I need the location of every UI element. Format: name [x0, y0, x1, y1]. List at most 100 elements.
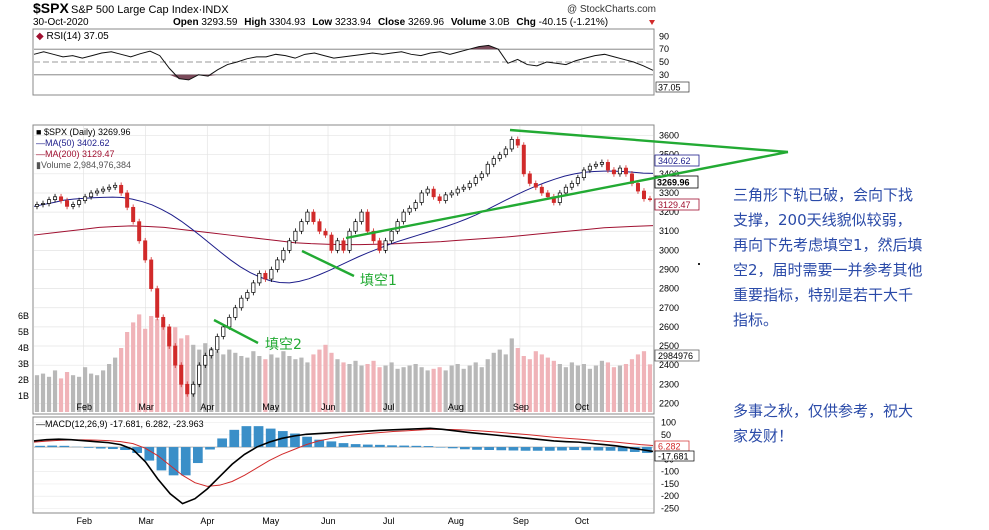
- ma200-price-tag: [654, 198, 700, 211]
- macd-histogram-bar: [338, 443, 349, 448]
- legend-spx: ■ $SPX (Daily) 3269.96: [36, 127, 131, 137]
- macd-histogram-bar: [108, 447, 118, 450]
- macd-month-label: Mar: [138, 516, 154, 526]
- volume-bar: [161, 324, 166, 412]
- volume-bar: [137, 314, 142, 412]
- candle-body: [443, 194, 448, 201]
- volume-bar: [641, 351, 647, 412]
- price-legend: ■ $SPX (Daily) 3269.96 —MA(50) 3402.62 —…: [36, 127, 131, 170]
- volume-bar: [593, 365, 599, 412]
- volume-bar: [437, 367, 442, 412]
- ma50-price-tag-label: 3402.62: [658, 156, 691, 166]
- volume-bar: [58, 378, 64, 412]
- volume-bar: [527, 359, 532, 412]
- triangle-lower-trendline: [345, 150, 789, 240]
- macd-tick-label: -250: [661, 504, 679, 514]
- candle-body: [77, 200, 82, 205]
- symbol: $SPX: [33, 0, 69, 16]
- candle-body: [215, 336, 220, 351]
- candle-body: [533, 183, 538, 188]
- candle-body: [437, 196, 442, 201]
- volume-bar: [377, 367, 382, 412]
- volume-bar: [94, 375, 100, 412]
- volume-bar: [101, 370, 106, 412]
- volume-bar: [40, 373, 46, 412]
- candle-body: [353, 221, 358, 232]
- small-dot: [698, 263, 700, 265]
- volume-bar: [587, 368, 593, 412]
- macd-histogram-bar: [569, 447, 579, 451]
- candle-body: [221, 326, 226, 337]
- candle-body: [83, 196, 88, 201]
- macd-histogram-bar: [496, 447, 507, 451]
- volume-bar: [209, 348, 214, 412]
- macd-histogram-bar: [532, 447, 543, 451]
- volume-bar: [323, 344, 328, 412]
- price-tick-label: 3100: [659, 226, 679, 236]
- volume-bar: [443, 370, 448, 412]
- macd-histogram-bar: [472, 447, 482, 450]
- macd-histogram-bar: [447, 447, 458, 449]
- volume-bar: [515, 348, 520, 412]
- macd-histogram-bar: [302, 436, 312, 448]
- macd-histogram-bar: [581, 447, 592, 451]
- candle-body: [617, 167, 622, 175]
- legend-ma50: —MA(50) 3402.62: [36, 138, 110, 148]
- volume-bar: [251, 351, 256, 412]
- rsi-value-tag-label: 37.05: [658, 83, 681, 93]
- candle-body: [269, 269, 274, 280]
- volume-bar: [365, 364, 370, 412]
- macd-histogram-bar: [290, 433, 300, 448]
- macd-histogram-bar: [205, 447, 215, 450]
- volume-bar: [335, 359, 340, 412]
- candle-body: [527, 173, 532, 184]
- rsi-tick-label: 90: [659, 31, 669, 41]
- candle-body: [281, 250, 286, 261]
- volume-bar: [539, 354, 544, 412]
- macd-histogram-bar: [350, 444, 361, 448]
- volume-bar: [119, 348, 124, 412]
- candle-body: [377, 240, 382, 251]
- volume-bar: [46, 376, 52, 412]
- rsi-oversold-fill: [34, 74, 653, 80]
- macd-histogram-bar: [168, 447, 179, 476]
- price-tick-label: 2500: [659, 341, 679, 351]
- candle-body: [509, 139, 514, 150]
- volume-bar: [239, 356, 244, 412]
- volume-bar: [575, 365, 580, 412]
- volume-bar: [203, 343, 208, 412]
- volume-bar: [617, 365, 623, 412]
- price-tick-label: 3400: [659, 169, 679, 179]
- macd-line: [33, 427, 654, 505]
- volume-bar: [533, 351, 538, 412]
- candle-body: [383, 240, 388, 251]
- volume-bar: [82, 367, 88, 412]
- volume-bar: [563, 367, 568, 412]
- candle-body: [311, 211, 316, 223]
- candle-body: [371, 230, 376, 242]
- candle-body: [251, 282, 256, 293]
- macd-histogram-bar: [253, 426, 264, 448]
- candle-body: [137, 221, 142, 242]
- candle-body: [329, 234, 334, 251]
- macd-histogram-bar: [265, 428, 276, 448]
- candle-body: [347, 230, 352, 251]
- volume-bar: [557, 364, 562, 412]
- candle-body: [233, 307, 238, 318]
- gap-fill-2-label: 填空2: [265, 337, 302, 353]
- close-price-tag: [654, 175, 699, 189]
- price-tick-label: 3000: [659, 245, 679, 255]
- candle-body: [59, 196, 64, 201]
- volume-bar: [113, 357, 118, 412]
- candle-body: [41, 203, 46, 205]
- volume-bar: [185, 335, 190, 412]
- volume-bar: [155, 319, 160, 412]
- candle-body: [431, 188, 436, 198]
- macd-tick-label: -200: [661, 491, 679, 501]
- legend-ma200: —MA(200) 3129.47: [36, 149, 115, 159]
- volume-bar: [70, 375, 76, 412]
- candle-body: [461, 186, 466, 190]
- volume-bar: [167, 333, 172, 412]
- volume-bar: [275, 357, 280, 412]
- macd-histogram-bar: [617, 447, 628, 452]
